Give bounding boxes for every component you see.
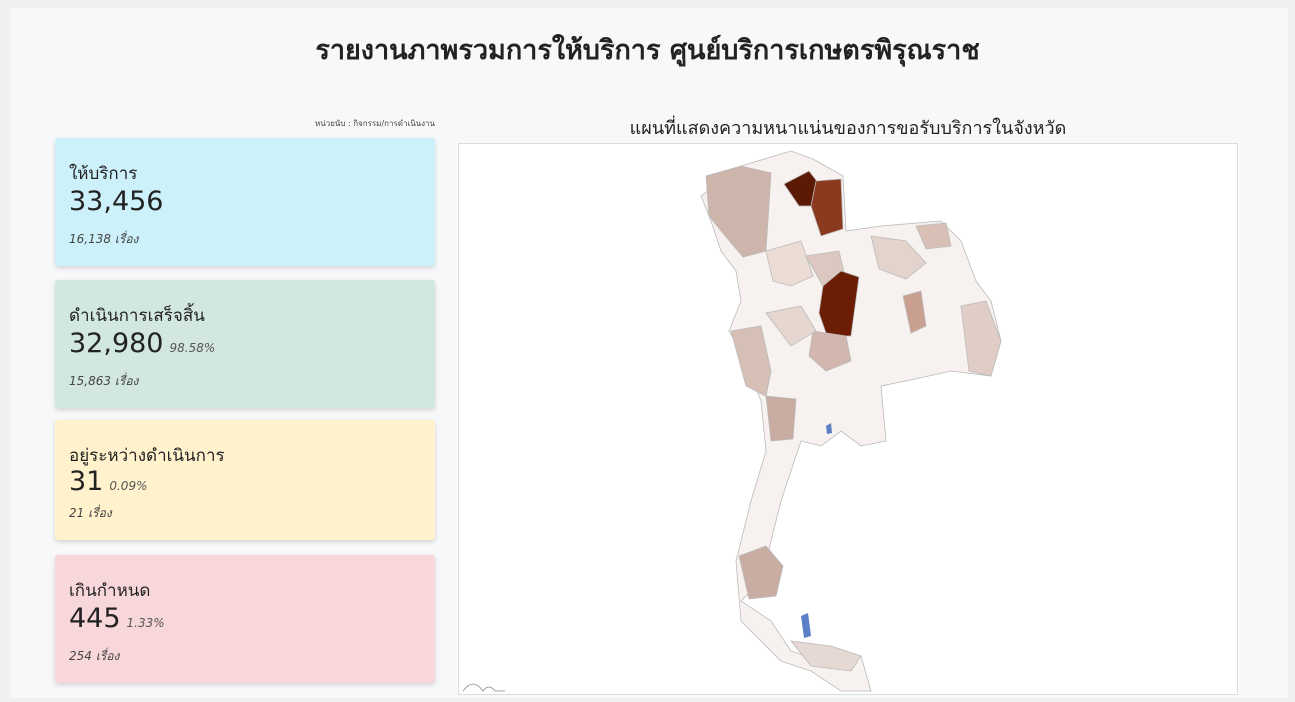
card-value: 445 1.33%: [69, 603, 165, 634]
card-value: 32,980 98.58%: [69, 328, 215, 359]
percent: 1.33%: [126, 616, 165, 630]
scale-icon: [462, 683, 505, 692]
map-title: แผนที่แสดงความหนาแน่นของการขอรับบริการใน…: [629, 118, 1067, 139]
map: [458, 143, 1238, 695]
region: [915, 222, 952, 250]
value: 31: [69, 466, 104, 497]
region: [705, 165, 772, 258]
region: [765, 305, 817, 347]
card-label: ดำเนินการเสร็จสิ้น: [69, 306, 205, 326]
region: [960, 300, 1002, 377]
value: 32,980: [69, 328, 164, 359]
card-count: 16,138 เรื่อง: [69, 232, 139, 246]
card-count: 15,863 เรื่อง: [69, 374, 139, 388]
card: เกินกำหนด 445 1.33% 254 เรื่อง: [55, 555, 435, 683]
value: 445: [69, 603, 121, 634]
card-label: เกินกำหนด: [69, 581, 151, 601]
card-label: อยู่ระหว่างดำเนินการ: [69, 446, 225, 466]
region: [765, 240, 814, 287]
card: ให้บริการ 33,456 16,138 เรื่อง: [55, 138, 435, 266]
region: [818, 270, 860, 337]
region: [738, 545, 784, 600]
region: [730, 325, 772, 397]
card-value: 33,456: [69, 186, 163, 217]
region: [808, 330, 852, 372]
region: [790, 640, 862, 672]
title: รายงานภาพรวมการให้บริการ ศูนย์บริการเกษต…: [315, 35, 980, 66]
percent: 98.58%: [169, 341, 216, 355]
unit-note: หน่วยนับ : กิจกรรม/การดำเนินงาน: [314, 119, 435, 128]
card-count: 254 เรื่อง: [69, 649, 120, 663]
card-count: 21 เรื่อง: [69, 506, 112, 520]
card-value: 31 0.09%: [69, 466, 147, 497]
region: [902, 290, 927, 334]
value: 33,456: [69, 186, 164, 217]
region: [870, 235, 927, 280]
map-svg: [462, 150, 1002, 692]
card: อยู่ระหว่างดำเนินการ 31 0.09% 21 เรื่อง: [55, 420, 435, 540]
region: [810, 178, 844, 237]
region: [765, 395, 797, 442]
region: [826, 423, 832, 434]
card: ดำเนินการเสร็จสิ้น 32,980 98.58% 15,863 เ…: [55, 280, 435, 408]
percent: 0.09%: [109, 479, 148, 493]
card-label: ให้บริการ: [69, 164, 138, 184]
region: [801, 613, 811, 638]
